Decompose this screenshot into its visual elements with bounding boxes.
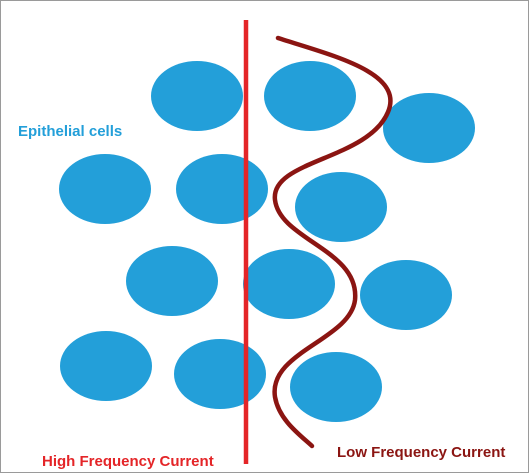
high-frequency-label: High Frequency Current	[42, 453, 214, 470]
diagram: Epithelial cells High Frequency Current …	[0, 0, 529, 473]
page: {"labels": {"cells": "Epithelial cells",…	[0, 0, 529, 473]
cell	[151, 61, 243, 131]
low-frequency-label: Low Frequency Current	[337, 444, 505, 461]
cell	[126, 246, 218, 316]
cells-label: Epithelial cells	[18, 123, 122, 140]
frame	[1, 1, 529, 473]
cell	[59, 154, 151, 224]
cell	[290, 352, 382, 422]
cell	[295, 172, 387, 242]
cell	[264, 61, 356, 131]
cell	[360, 260, 452, 330]
cell	[176, 154, 268, 224]
cell	[174, 339, 266, 409]
cell	[60, 331, 152, 401]
cell	[383, 93, 475, 163]
cell	[243, 249, 335, 319]
